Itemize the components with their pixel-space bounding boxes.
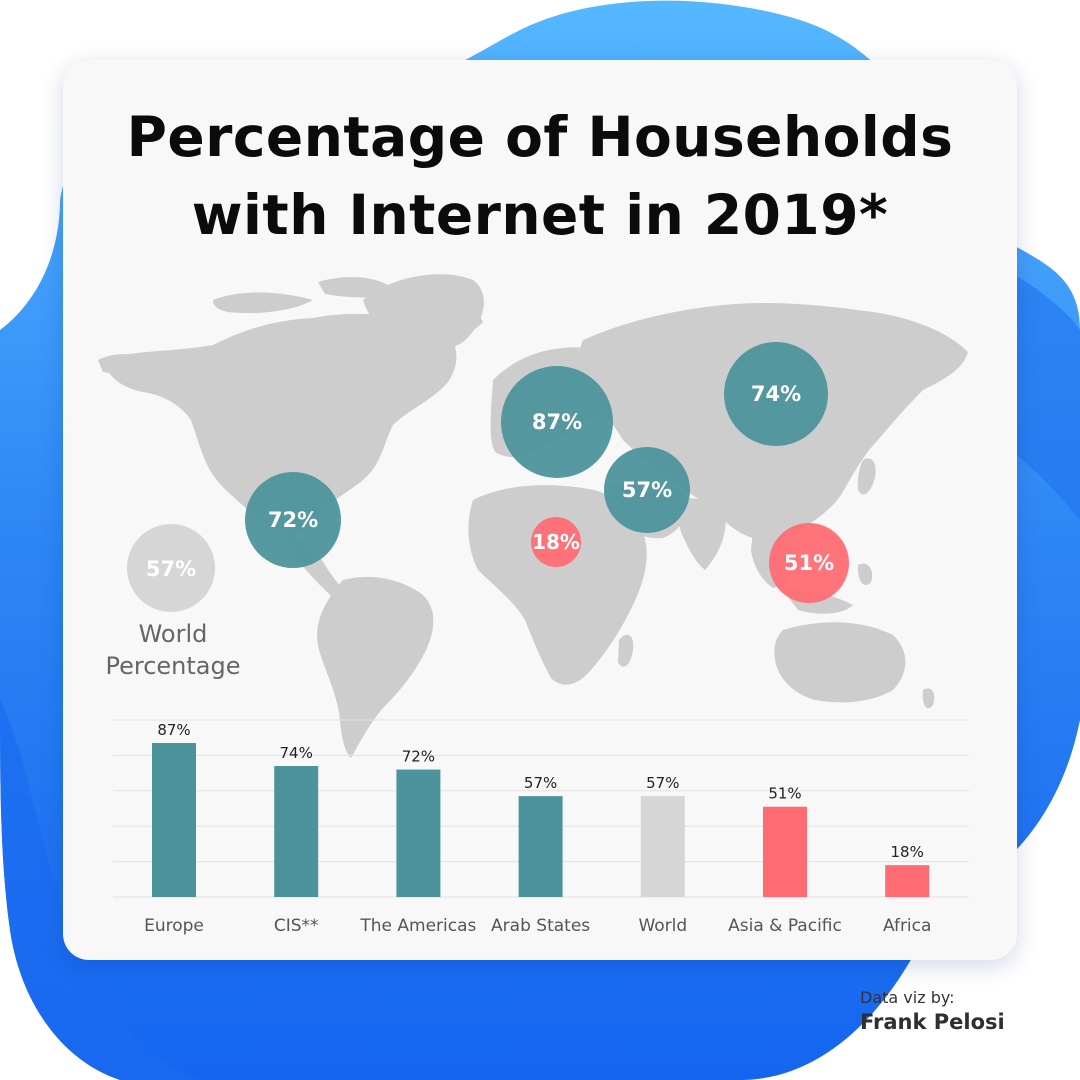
credit-line-1: Data viz by: — [860, 988, 955, 1007]
world-label-line-1: World — [139, 620, 208, 648]
region-bubble-label: 18% — [532, 530, 580, 554]
bar-value-label: 74% — [280, 744, 313, 762]
category-label: World — [638, 916, 687, 936]
region-bubble: 72% — [245, 472, 341, 568]
region-bubble: 74% — [724, 342, 828, 446]
category-label: CIS** — [274, 916, 319, 936]
world-label-line-2: Percentage — [105, 652, 240, 680]
region-bubble-label: 87% — [532, 410, 582, 434]
page-title: Percentage of Households with Internet i… — [63, 98, 1017, 254]
region-bubble-circle — [724, 342, 828, 446]
region-bubble: 51% — [769, 523, 849, 603]
credit: Data viz by: Frank Pelosi — [860, 988, 1005, 1036]
credit-author: Frank Pelosi — [860, 1010, 1005, 1034]
bar — [396, 769, 441, 897]
region-bubble: 18% — [531, 517, 581, 567]
region-bubble-label: 74% — [751, 382, 801, 406]
bar — [885, 865, 930, 897]
world-badge: 57% World Percentage — [105, 524, 241, 680]
region-bubbles: 87% 74% 57% 72% 18% 51% 57% World Percentage — [105, 342, 849, 680]
title-line-2: with Internet in 2019* — [191, 183, 889, 247]
bar-value-label: 51% — [768, 785, 801, 803]
category-label: Africa — [883, 916, 932, 936]
region-bubble-circle — [245, 472, 341, 568]
region-bubble-circle — [501, 366, 613, 478]
bar-value-label: 87% — [157, 721, 190, 739]
bar-value-label: 72% — [402, 748, 435, 766]
bar — [274, 766, 319, 897]
region-bubble-circle — [769, 523, 849, 603]
bar — [518, 796, 563, 897]
region-bubble-circle — [531, 517, 581, 567]
title-line-1: Percentage of Households — [126, 105, 954, 169]
category-label: Asia & Pacific — [728, 916, 842, 936]
region-bubble: 57% — [604, 447, 690, 533]
world-badge-label: 57% — [146, 557, 196, 581]
region-bubble: 87% — [501, 366, 613, 478]
bar-value-label: 18% — [891, 843, 924, 861]
bar-chart: 87% Europe 74% CIS** 72% The Americas 57% Arab … — [113, 719, 969, 936]
infographic-card: 87% 74% 57% 72% 18% 51% 57% World Percentage Per… — [63, 60, 1017, 960]
bar-value-label: 57% — [524, 774, 557, 792]
region-bubble-circle — [604, 447, 690, 533]
region-bubble-label: 57% — [622, 478, 672, 502]
bar — [763, 806, 807, 897]
world-badge-circle — [127, 524, 215, 612]
category-label: The Americas — [359, 916, 476, 936]
bar — [152, 743, 196, 897]
bar — [640, 796, 685, 897]
region-bubble-label: 51% — [784, 551, 834, 575]
category-label: Arab States — [491, 916, 590, 936]
world-map: 87% 74% 57% 72% 18% 51% 57% World Percentage — [98, 274, 968, 758]
region-bubble-label: 72% — [268, 508, 318, 532]
bar-value-label: 57% — [646, 774, 679, 792]
category-label: Europe — [144, 916, 204, 936]
